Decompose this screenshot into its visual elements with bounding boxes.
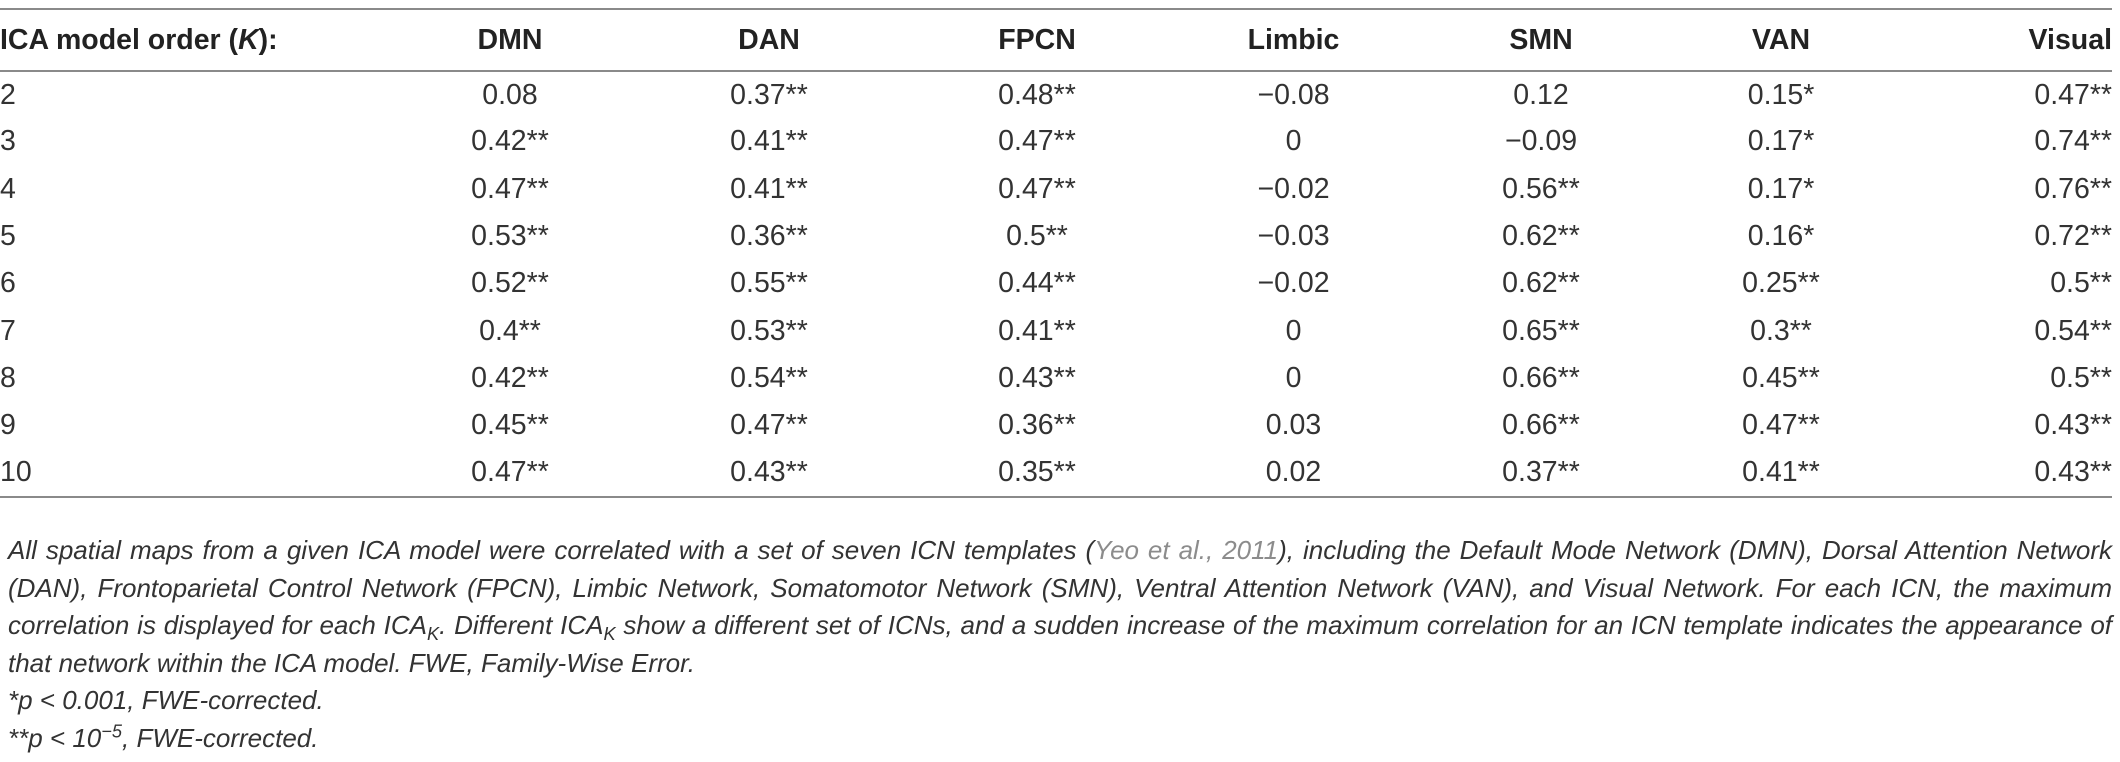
cell-limbic: 0 — [1285, 314, 1302, 347]
cell-dan: 0.53** — [730, 314, 808, 347]
cell-dan: 0.47** — [730, 409, 808, 442]
table-row: 9 0.45** 0.47** 0.36** 0.03 0.66** 0.47** 0.43*… — [0, 402, 2112, 449]
cell-dmn: 0.4** — [479, 314, 541, 347]
cell-dan: 0.36** — [730, 220, 808, 253]
header-dmn: DMN — [390, 8, 630, 72]
table-row: 4 0.47** 0.41** 0.47** −0.02 0.56** 0.17* 0.76*… — [0, 166, 2112, 213]
citation-link[interactable]: Yeo et al., 2011 — [1094, 535, 1279, 565]
cell-smn: 0.12 — [1513, 78, 1569, 111]
cell-model-order: 2 — [0, 78, 16, 111]
cell-van: 0.25** — [1742, 267, 1820, 300]
cell-fpcn: 0.43** — [998, 361, 1076, 394]
cell-dan: 0.54** — [730, 361, 808, 394]
table-row: 8 0.42** 0.54** 0.43** 0 0.66** 0.45** 0.5** — [0, 355, 2112, 402]
cell-dan: 0.43** — [630, 449, 908, 498]
table-row: 7 0.4** 0.53** 0.41** 0 0.65** 0.3** 0.54** — [0, 307, 2112, 354]
table-row: 2 0.08 0.37** 0.48** −0.08 0.12 0.15* 0.47** — [0, 71, 2112, 118]
cell-fpcn: 0.41** — [998, 314, 1076, 347]
table-body: 2 0.08 0.37** 0.48** −0.08 0.12 0.15* 0.47** 3 0.… — [0, 71, 2112, 498]
cell-smn: −0.09 — [1504, 125, 1578, 158]
cell-visual: 0.72** — [2034, 220, 2112, 253]
cell-dan: 0.41** — [730, 172, 808, 205]
cell-fpcn: 0.47** — [998, 172, 1076, 205]
header-visual: Visual — [1901, 8, 2112, 72]
cell-dmn: 0.47** — [390, 449, 630, 498]
cell-model-order: 3 — [0, 125, 16, 158]
cell-fpcn: 0.48** — [998, 78, 1076, 111]
cell-visual: 0.43** — [1901, 449, 2112, 498]
cell-model-order: 4 — [0, 172, 16, 205]
header-dan: DAN — [630, 8, 908, 72]
cell-van: 0.16* — [1747, 220, 1815, 253]
cell-model-order: 9 — [0, 409, 16, 442]
cell-smn: 0.65** — [1502, 314, 1580, 347]
cell-van: 0.41** — [1661, 449, 1901, 498]
cell-van: 0.17* — [1747, 125, 1815, 158]
cell-smn: 0.66** — [1502, 361, 1580, 394]
cell-dmn: 0.53** — [471, 220, 549, 253]
table-header-row: ICA model order (K): DMN DAN FPCN Limbic… — [0, 8, 2112, 72]
cell-dmn: 0.52** — [471, 267, 549, 300]
cell-visual: 0.54** — [2034, 314, 2112, 347]
footnote-significance-1: *p < 0.001, FWE-corrected. — [8, 685, 324, 715]
cell-limbic: −0.02 — [1257, 172, 1330, 205]
cell-model-order: 6 — [0, 267, 16, 300]
cell-smn: 0.56** — [1502, 172, 1580, 205]
cell-smn: 0.37** — [1421, 449, 1661, 498]
cell-model-order: 5 — [0, 220, 16, 253]
cell-dmn: 0.45** — [471, 409, 549, 442]
cell-limbic: 0.02 — [1166, 449, 1421, 498]
cell-smn: 0.66** — [1502, 409, 1580, 442]
cell-visual: 0.76** — [2034, 172, 2112, 205]
table-row: 5 0.53** 0.36** 0.5** −0.03 0.62** 0.16* 0.72** — [0, 213, 2112, 260]
cell-smn: 0.62** — [1502, 267, 1580, 300]
cell-limbic: −0.02 — [1257, 267, 1330, 300]
footnote-description: All spatial maps from a given ICA model … — [8, 535, 2113, 678]
cell-dan: 0.37** — [730, 78, 808, 111]
cell-van: 0.15* — [1747, 78, 1815, 111]
correlation-table: ICA model order (K): DMN DAN FPCN Limbic… — [0, 8, 2112, 498]
cell-dmn: 0.42** — [471, 361, 549, 394]
cell-visual: 0.5** — [2050, 361, 2112, 394]
cell-model-order: 7 — [0, 314, 16, 347]
cell-model-order: 10 — [0, 449, 390, 498]
cell-limbic: 0.03 — [1265, 409, 1322, 442]
cell-dmn: 0.47** — [471, 172, 549, 205]
cell-limbic: 0 — [1285, 125, 1302, 158]
cell-limbic: −0.08 — [1257, 78, 1330, 111]
cell-visual: 0.74** — [2034, 125, 2112, 158]
table-row: 10 0.47** 0.43** 0.35** 0.02 0.37** 0.41** 0.43… — [0, 449, 2112, 498]
cell-fpcn: 0.36** — [998, 409, 1076, 442]
cell-limbic: 0 — [1285, 361, 1302, 394]
cell-van: 0.45** — [1742, 361, 1820, 394]
cell-van: 0.17* — [1747, 172, 1815, 205]
cell-fpcn: 0.44** — [998, 267, 1076, 300]
header-limbic: Limbic — [1166, 8, 1421, 72]
cell-dan: 0.55** — [730, 267, 808, 300]
footnote-significance-2: **p < 10−5, FWE-corrected. — [8, 720, 319, 753]
cell-visual: 0.43** — [2034, 409, 2112, 442]
cell-smn: 0.62** — [1502, 220, 1580, 253]
cell-fpcn: 0.5** — [1006, 220, 1068, 253]
cell-model-order: 8 — [0, 361, 16, 394]
header-fpcn: FPCN — [908, 8, 1166, 72]
cell-fpcn: 0.47** — [998, 125, 1076, 158]
cell-visual: 0.47** — [2034, 78, 2112, 111]
cell-dan: 0.41** — [730, 125, 808, 158]
cell-limbic: −0.03 — [1257, 220, 1330, 253]
table-row: 6 0.52** 0.55** 0.44** −0.02 0.62** 0.25** 0.5*… — [0, 260, 2112, 307]
cell-van: 0.47** — [1742, 409, 1820, 442]
cell-dmn: 0.08 — [482, 78, 538, 111]
header-ica-model-order: ICA model order (K): — [0, 8, 390, 72]
cell-fpcn: 0.35** — [908, 449, 1166, 498]
table-footnote: All spatial maps from a given ICA model … — [8, 532, 2112, 757]
table-row: 3 0.42** 0.41** 0.47** 0 −0.09 0.17* 0.74** — [0, 118, 2112, 165]
header-smn: SMN — [1421, 8, 1661, 72]
cell-visual: 0.5** — [2050, 267, 2112, 300]
header-van: VAN — [1661, 8, 1901, 72]
cell-dmn: 0.42** — [471, 125, 549, 158]
cell-van: 0.3** — [1750, 314, 1812, 347]
